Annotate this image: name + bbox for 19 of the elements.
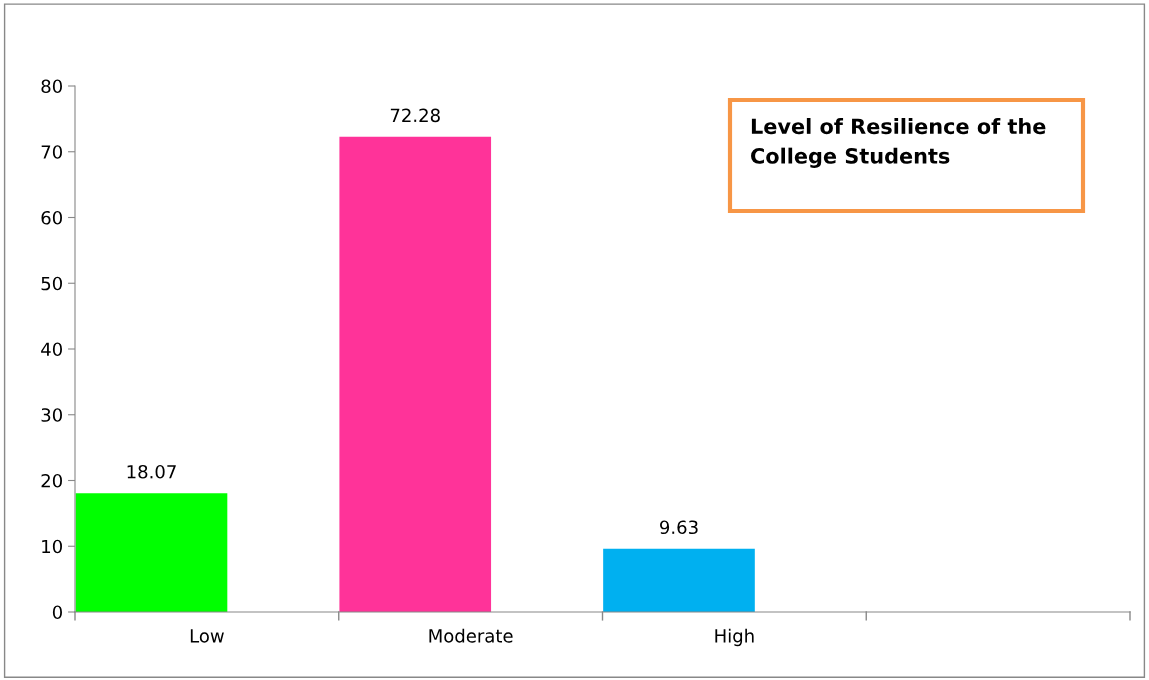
x-tick-label: Moderate [429, 628, 513, 643]
y-tick-label: 80 [41, 79, 62, 94]
y-tick-label: 30 [41, 408, 62, 422]
y-tick-label: 70 [41, 145, 62, 159]
bar [339, 136, 492, 612]
y-tick-label: 20 [41, 473, 62, 488]
y-tick-label: 50 [41, 276, 62, 291]
data-label: 72.28 [390, 108, 440, 123]
data-label: 18.07 [127, 464, 176, 479]
y-tick-label: 10 [42, 539, 62, 554]
x-tick-label: Low [190, 629, 224, 643]
data-label: 9.63 [660, 520, 698, 535]
y-tick-label: 0 [52, 605, 62, 620]
bar [603, 548, 755, 612]
y-tick-label: 40 [41, 342, 62, 357]
bar [75, 493, 228, 612]
x-tick-label: High [715, 628, 754, 647]
y-tick-label: 60 [41, 210, 62, 225]
text: Level of Resilience of the College Students [751, 118, 1046, 168]
